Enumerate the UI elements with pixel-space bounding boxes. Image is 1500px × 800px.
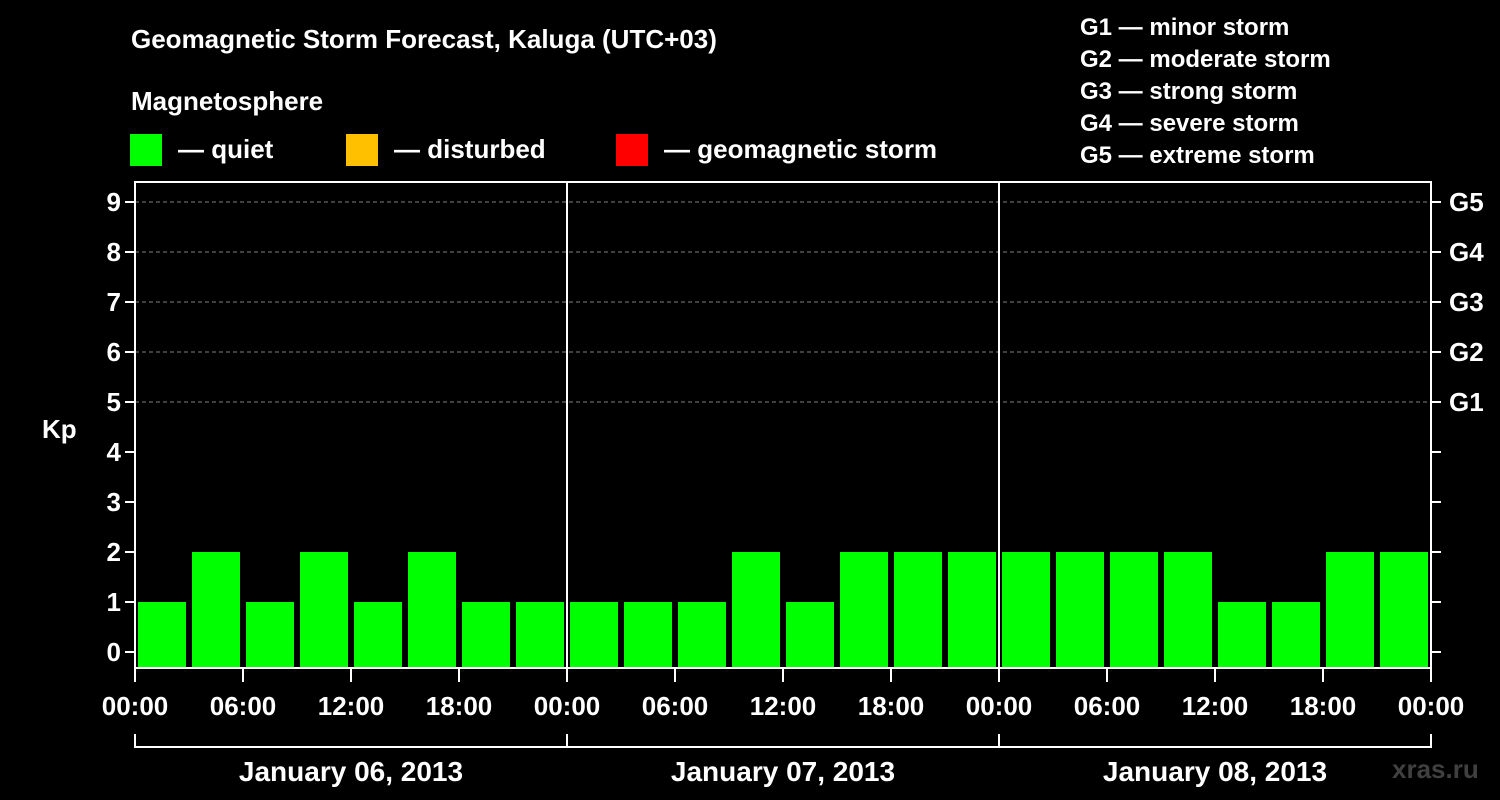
x-tick-label: 00:00 bbox=[1398, 691, 1465, 721]
y-tick-label: 6 bbox=[107, 337, 121, 367]
kp-bar bbox=[624, 602, 672, 667]
g-level-label: G2 bbox=[1449, 337, 1484, 367]
g-level-label: G4 bbox=[1449, 237, 1484, 267]
y-tick-label: 9 bbox=[107, 187, 121, 217]
legend-swatch-quiet bbox=[130, 134, 162, 166]
storm-scale-g1: G1 — minor storm bbox=[1080, 14, 1290, 41]
day-label: January 07, 2013 bbox=[671, 756, 895, 787]
legend-swatch-storm bbox=[616, 134, 648, 166]
kp-bar bbox=[246, 602, 294, 667]
watermark: xras.ru bbox=[1392, 754, 1479, 784]
kp-bar bbox=[516, 602, 564, 667]
kp-bar bbox=[138, 602, 186, 667]
magnetosphere-label: Magnetosphere bbox=[131, 86, 324, 116]
kp-bar bbox=[462, 602, 510, 667]
x-tick-label: 12:00 bbox=[1182, 691, 1249, 721]
x-tick-label: 06:00 bbox=[1074, 691, 1141, 721]
y-tick-label: 8 bbox=[107, 237, 121, 267]
x-tick-label: 06:00 bbox=[210, 691, 277, 721]
chart-title: Geomagnetic Storm Forecast, Kaluga (UTC+… bbox=[131, 24, 717, 54]
x-tick-label: 06:00 bbox=[642, 691, 709, 721]
kp-bar bbox=[894, 552, 942, 667]
kp-bar bbox=[732, 552, 780, 667]
day-label: January 06, 2013 bbox=[239, 756, 463, 787]
kp-bar bbox=[948, 552, 996, 667]
day-label: January 08, 2013 bbox=[1103, 756, 1327, 787]
storm-scale-g5: G5 — extreme storm bbox=[1080, 142, 1315, 169]
kp-bar bbox=[1380, 552, 1428, 667]
kp-bar bbox=[786, 602, 834, 667]
g-level-label: G5 bbox=[1449, 187, 1484, 217]
x-tick-label: 00:00 bbox=[966, 691, 1033, 721]
y-tick-label: 0 bbox=[107, 637, 121, 667]
storm-scale-g2: G2 — moderate storm bbox=[1080, 46, 1331, 73]
kp-bar bbox=[678, 602, 726, 667]
x-tick-label: 18:00 bbox=[426, 691, 493, 721]
legend-label-quiet: — quiet bbox=[178, 134, 274, 164]
g-level-label: G1 bbox=[1449, 387, 1484, 417]
y-tick-label: 7 bbox=[107, 287, 121, 317]
y-tick-label: 2 bbox=[107, 537, 121, 567]
kp-bar bbox=[354, 602, 402, 667]
kp-bar bbox=[1164, 552, 1212, 667]
x-tick-label: 00:00 bbox=[534, 691, 601, 721]
kp-bar bbox=[1326, 552, 1374, 667]
y-tick-label: 4 bbox=[107, 437, 122, 467]
kp-bar bbox=[570, 602, 618, 667]
kp-bar bbox=[1110, 552, 1158, 667]
x-tick-label: 12:00 bbox=[318, 691, 385, 721]
storm-scale-g3: G3 — strong storm bbox=[1080, 78, 1298, 105]
x-tick-label: 18:00 bbox=[1290, 691, 1357, 721]
g-level-label: G3 bbox=[1449, 287, 1484, 317]
y-tick-label: 3 bbox=[107, 487, 121, 517]
kp-bar bbox=[1002, 552, 1050, 667]
legend-label-disturbed: — disturbed bbox=[394, 134, 546, 164]
storm-scale-g4: G4 — severe storm bbox=[1080, 110, 1299, 137]
x-tick-label: 00:00 bbox=[102, 691, 169, 721]
kp-bar bbox=[408, 552, 456, 667]
y-axis-label: Kp bbox=[42, 414, 77, 444]
kp-bar bbox=[1218, 602, 1266, 667]
kp-bar bbox=[192, 552, 240, 667]
y-tick-label: 1 bbox=[107, 587, 121, 617]
legend-swatch-disturbed bbox=[346, 134, 378, 166]
x-tick-label: 12:00 bbox=[750, 691, 817, 721]
legend-label-storm: — geomagnetic storm bbox=[664, 134, 938, 164]
kp-bar bbox=[1056, 552, 1104, 667]
y-tick-label: 5 bbox=[107, 387, 121, 417]
kp-bar bbox=[840, 552, 888, 667]
kp-bar bbox=[300, 552, 348, 667]
kp-bar bbox=[1272, 602, 1320, 667]
x-tick-label: 18:00 bbox=[858, 691, 925, 721]
